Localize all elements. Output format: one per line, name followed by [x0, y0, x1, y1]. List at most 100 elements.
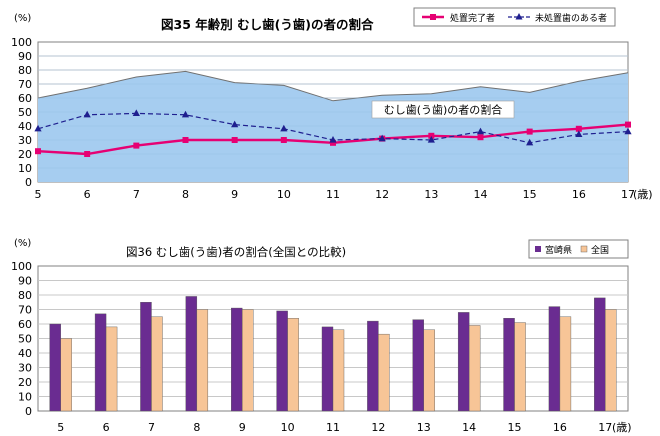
x-tick-35: 12: [375, 188, 389, 201]
x-tick-36: 11: [326, 421, 340, 434]
y-tick-35: 40: [18, 120, 32, 133]
y-tick-35: 0: [25, 176, 32, 189]
bar-miyazaki-14: [457, 312, 470, 412]
x-tick-36: 6: [103, 421, 110, 434]
point-untreated-14: [476, 127, 485, 135]
legend-36: 宮崎県 全国: [528, 239, 629, 259]
x-tick-36: 13: [417, 421, 431, 434]
y-tick-35: 20: [18, 148, 32, 161]
area-label-box: むし歯(う歯)の者の割合: [371, 100, 515, 119]
bar-miyazaki-15: [503, 318, 515, 412]
y-tick-35: 80: [18, 64, 32, 77]
x-tick-35: 16: [572, 188, 586, 201]
point-untreated-5: [34, 124, 42, 132]
x-axis-unit-36: (歳): [612, 421, 632, 434]
area-caries-rate: [38, 71, 628, 182]
x-tick-35: 7: [133, 188, 140, 201]
x-tick-36: 10: [281, 421, 295, 434]
y-tick-36: 90: [18, 275, 32, 288]
x-tick-36: 16: [553, 421, 567, 434]
bar-miyazaki-8: [185, 296, 198, 412]
y-tick-35: 70: [18, 78, 32, 91]
bar-national-5: [60, 338, 72, 412]
y-axis-unit-36: (%): [14, 238, 31, 249]
legend-label-untreated: 未処置歯のある者: [535, 12, 607, 24]
area-label-bg: [371, 100, 515, 119]
x-tick-36: 12: [371, 421, 385, 434]
bar-miyazaki-5: [49, 323, 61, 412]
point-treated-13: [428, 132, 435, 139]
point-untreated-8: [181, 110, 190, 118]
y-tick-36: 100: [11, 260, 32, 273]
legend-35: 処置完了者 未処置歯のある者: [413, 7, 616, 27]
bar-miyazaki-10: [276, 310, 288, 412]
point-treated-15: [526, 128, 533, 135]
x-tick-36: 17: [598, 421, 612, 434]
point-untreated-15: [526, 138, 534, 146]
point-treated-10: [280, 137, 287, 143]
bar-national-7: [151, 316, 163, 412]
y-tick-36: 50: [18, 333, 32, 346]
chart-title-36: 図36 むし歯(う歯)者の割合(全国との比較): [126, 245, 346, 259]
point-untreated-10: [280, 124, 288, 132]
y-tick-36: 10: [18, 391, 32, 404]
point-untreated-12: [378, 134, 386, 142]
bar-national-10: [287, 318, 299, 412]
bar-national-11: [332, 329, 345, 412]
x-tick-35: 5: [35, 188, 42, 201]
x-tick-35: 13: [424, 188, 438, 201]
bar-national-15: [514, 322, 526, 412]
x-tick-35: 15: [523, 188, 537, 201]
y-tick-35: 30: [18, 134, 32, 147]
bar-national-13: [423, 329, 435, 412]
chart-36: 5 6 7 8 9 10 11 12 13 14 15 16 170102030405060708090…: [11, 238, 632, 434]
legend-label-national: 全国: [591, 244, 609, 256]
point-untreated-13: [427, 136, 435, 143]
legend-swatch-national: [580, 245, 588, 253]
x-tick-36: 7: [148, 421, 155, 434]
x-tick-36: 14: [462, 421, 476, 434]
area-top-line: [37, 70, 629, 102]
bar-miyazaki-16: [548, 306, 561, 412]
y-axis-unit-35: (%): [14, 13, 31, 24]
x-tick-35: 8: [182, 188, 189, 201]
point-untreated-16: [575, 130, 583, 137]
y-tick-36: 80: [18, 289, 32, 302]
y-tick-35: 100: [11, 36, 32, 49]
x-tick-35: 6: [84, 188, 91, 201]
point-treated-11: [330, 139, 336, 146]
point-untreated-17: [624, 127, 632, 135]
point-treated-9: [231, 137, 238, 143]
x-tick-35: 9: [231, 188, 238, 201]
bar-national-16: [559, 316, 572, 412]
chart-title-35: 図35 年齢別 むし歯(う歯)の者の割合: [161, 17, 374, 32]
point-untreated-6: [83, 110, 91, 118]
y-tick-36: 20: [18, 376, 32, 389]
y-tick-36: 30: [18, 362, 32, 375]
bar-national-14: [468, 325, 481, 412]
legend-swatch-miyazaki: [535, 246, 541, 252]
legend-marker-treated: [430, 14, 436, 20]
bar-miyazaki-6: [94, 313, 107, 412]
x-tick-35: 17: [621, 188, 635, 201]
bar-national-9: [242, 309, 254, 412]
x-tick-35: 10: [277, 188, 291, 201]
point-untreated-9: [231, 120, 239, 128]
y-tick-36: 70: [18, 304, 32, 317]
point-untreated-11: [329, 136, 337, 143]
x-tick-35: 14: [474, 188, 488, 201]
x-tick-35: 11: [326, 188, 340, 201]
bar-miyazaki-13: [412, 319, 424, 412]
point-treated-7: [133, 142, 140, 149]
y-tick-35: 50: [18, 106, 32, 119]
bar-national-17: [605, 309, 617, 412]
bar-miyazaki-17: [594, 297, 606, 412]
x-tick-36: 5: [57, 421, 64, 434]
legend-label-treated: 処置完了者: [450, 12, 495, 24]
area-label: むし歯(う歯)の者の割合: [384, 103, 503, 117]
y-tick-36: 40: [18, 347, 32, 360]
legend-marker-untreated: [515, 13, 523, 20]
bar-national-8: [196, 309, 209, 412]
